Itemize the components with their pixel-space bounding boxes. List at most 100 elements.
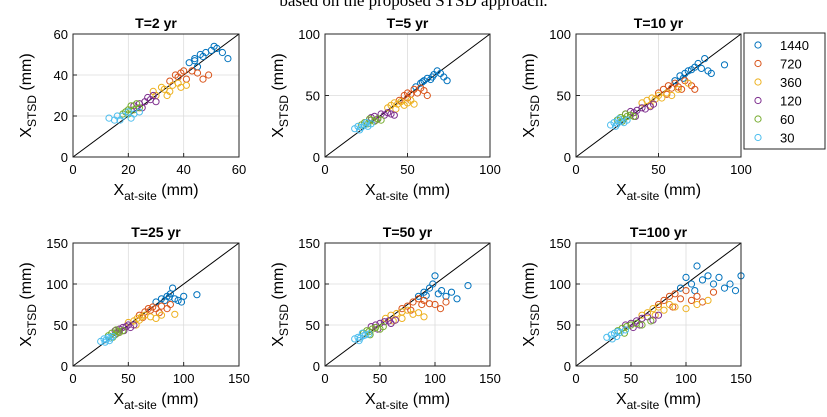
data-point-720 bbox=[691, 85, 699, 93]
data-point-360 bbox=[163, 91, 171, 100]
x-tick-label: 0 bbox=[321, 371, 328, 386]
x-tick-label: 20 bbox=[121, 162, 135, 177]
legend-marker-60 bbox=[754, 115, 762, 123]
x-tick-label: 0 bbox=[321, 162, 328, 177]
data-point-30 bbox=[623, 116, 631, 124]
data-point-360 bbox=[149, 87, 157, 96]
x-axis-label: Xat-site (mm) bbox=[616, 391, 701, 412]
data-point-720 bbox=[413, 89, 421, 97]
y-axis-label: XSTSD (mm) bbox=[521, 53, 542, 137]
data-point-60 bbox=[616, 114, 625, 122]
y-tick-label: 50 bbox=[557, 318, 571, 333]
data-point-60 bbox=[626, 111, 635, 119]
data-point-120 bbox=[380, 318, 388, 326]
data-point-720 bbox=[682, 287, 690, 295]
y-tick-label: 150 bbox=[46, 236, 68, 251]
data-point-60 bbox=[366, 331, 374, 339]
data-point-360 bbox=[658, 94, 666, 102]
data-point-720 bbox=[442, 298, 450, 306]
legend-label-60: 60 bbox=[780, 112, 794, 127]
data-point-60 bbox=[620, 329, 629, 337]
data-point-1440 bbox=[720, 284, 729, 292]
data-point-120 bbox=[372, 116, 380, 124]
data-point-1440 bbox=[210, 42, 218, 50]
data-point-720 bbox=[431, 300, 439, 309]
x-tick-label: 0 bbox=[572, 371, 579, 386]
data-point-360 bbox=[171, 310, 179, 318]
x-tick-label: 100 bbox=[730, 162, 752, 177]
one-to-one-line bbox=[575, 33, 742, 158]
data-point-30 bbox=[356, 126, 364, 134]
data-point-360 bbox=[660, 306, 668, 314]
y-tick-label: 50 bbox=[54, 318, 68, 333]
data-point-30 bbox=[612, 122, 620, 130]
data-point-60 bbox=[372, 323, 380, 332]
data-point-360 bbox=[671, 303, 679, 311]
y-tick-label: 100 bbox=[298, 27, 320, 42]
data-point-360 bbox=[643, 309, 652, 317]
data-point-120 bbox=[390, 111, 398, 119]
data-point-720 bbox=[420, 296, 428, 304]
data-point-720 bbox=[425, 300, 434, 308]
y-tick-label: 0 bbox=[61, 359, 68, 374]
data-point-1440 bbox=[438, 287, 446, 295]
data-point-30 bbox=[358, 329, 366, 337]
data-point-30 bbox=[610, 119, 618, 127]
data-point-360 bbox=[410, 100, 418, 108]
x-tick-label: 150 bbox=[479, 371, 501, 386]
data-point-60 bbox=[374, 115, 382, 123]
data-point-120 bbox=[384, 109, 392, 117]
data-point-720 bbox=[654, 89, 663, 97]
data-point-720 bbox=[144, 305, 152, 313]
data-point-360 bbox=[704, 296, 712, 304]
data-point-1440 bbox=[687, 280, 696, 288]
data-point-360 bbox=[138, 313, 146, 321]
data-point-60 bbox=[135, 104, 143, 112]
x-tick-label: 150 bbox=[730, 371, 752, 386]
x-tick-label: 0 bbox=[69, 162, 76, 177]
data-point-1440 bbox=[720, 61, 729, 69]
data-point-1440 bbox=[671, 77, 679, 85]
x-tick-label: 50 bbox=[121, 371, 135, 386]
axes-box bbox=[72, 33, 240, 158]
data-point-720 bbox=[660, 296, 668, 304]
data-point-60 bbox=[630, 112, 638, 121]
data-point-1440 bbox=[165, 293, 173, 301]
y-axis-label: XSTSD (mm) bbox=[18, 53, 39, 137]
axes-box bbox=[72, 242, 240, 367]
x-tick-label: 0 bbox=[572, 162, 579, 177]
axes-box bbox=[575, 242, 742, 367]
data-point-1440 bbox=[709, 280, 718, 288]
data-point-720 bbox=[193, 69, 202, 77]
x-tick-label: 150 bbox=[228, 371, 250, 386]
data-point-1440 bbox=[715, 273, 723, 281]
data-point-1440 bbox=[414, 292, 423, 300]
x-axis-label: Xat-site (mm) bbox=[616, 182, 701, 203]
y-tick-label: 150 bbox=[298, 236, 320, 251]
y-tick-label: 0 bbox=[564, 359, 571, 374]
data-point-30 bbox=[135, 108, 143, 116]
data-point-1440 bbox=[726, 280, 734, 288]
data-point-1440 bbox=[428, 73, 436, 81]
y-tick-label: 0 bbox=[313, 150, 320, 165]
data-point-360 bbox=[682, 305, 690, 313]
y-tick-label: 20 bbox=[54, 109, 68, 124]
data-point-30 bbox=[362, 119, 370, 127]
data-point-30 bbox=[119, 112, 127, 120]
data-point-120 bbox=[636, 321, 644, 329]
y-tick-label: 50 bbox=[306, 89, 320, 104]
x-axis-label: Xat-site (mm) bbox=[113, 391, 198, 412]
data-point-1440 bbox=[707, 69, 715, 78]
data-point-720 bbox=[166, 300, 174, 309]
subplot-6: 0 50 100 150 0 50 100 150 T=100 yr Xat-site (mm) X… bbox=[521, 224, 752, 412]
x-tick-label: 50 bbox=[373, 371, 387, 386]
y-tick-label: 150 bbox=[549, 236, 571, 251]
data-point-1440 bbox=[693, 262, 701, 270]
x-tick-label: 100 bbox=[675, 371, 697, 386]
x-tick-label: 40 bbox=[176, 162, 190, 177]
data-point-1440 bbox=[697, 64, 706, 73]
data-point-30 bbox=[367, 120, 375, 128]
data-point-720 bbox=[687, 296, 696, 304]
data-point-360 bbox=[157, 311, 166, 319]
x-tick-label: 100 bbox=[424, 371, 446, 386]
